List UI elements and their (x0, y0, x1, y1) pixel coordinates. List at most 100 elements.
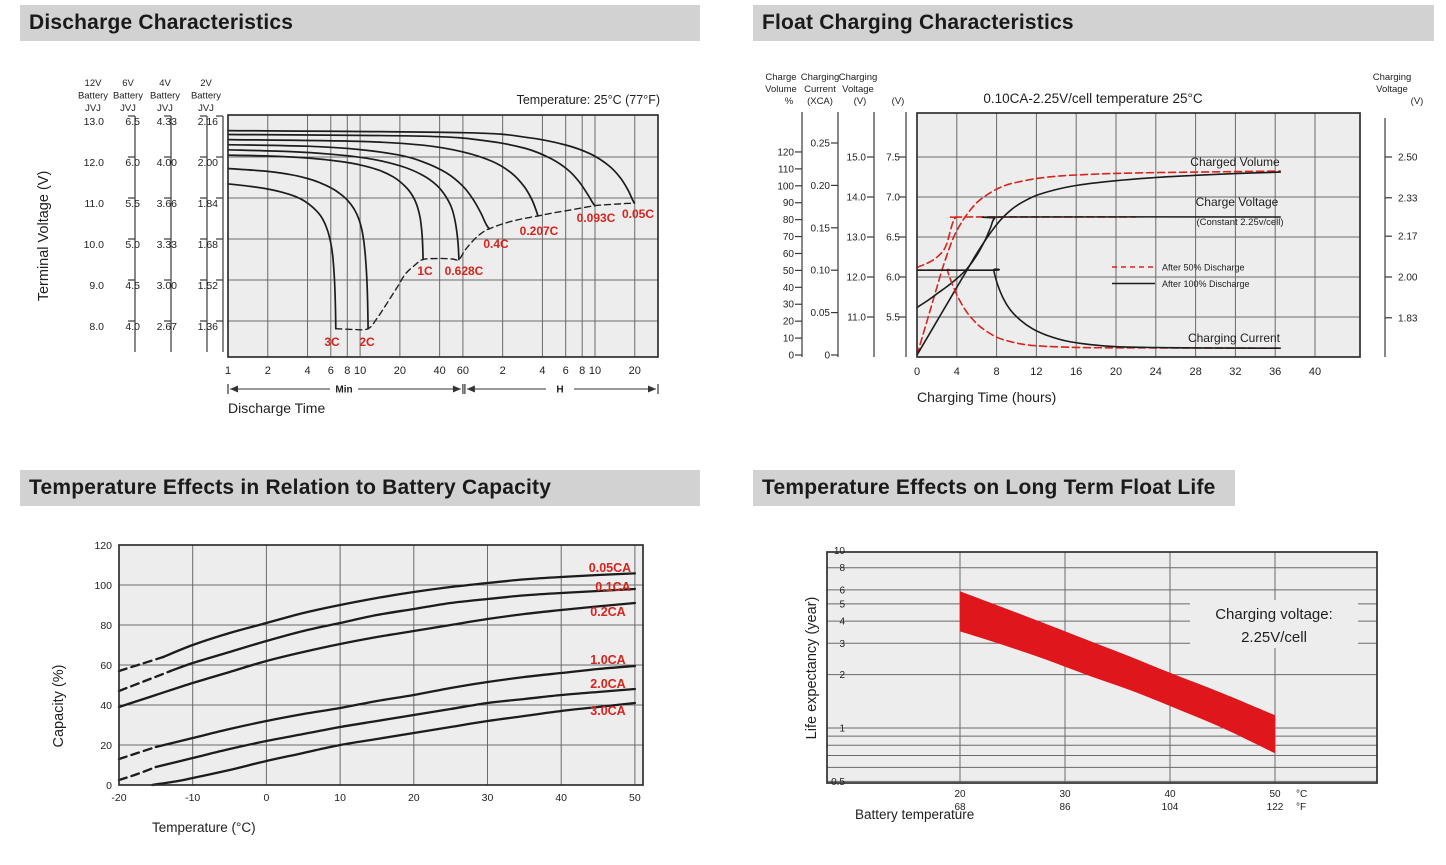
y-tick-label: 20 (100, 740, 112, 752)
scale-tick-label: 1.36 (198, 321, 219, 333)
y-tick-label: 80 (100, 620, 112, 632)
curve-charging-current-50 (916, 268, 1281, 349)
x-tick-label-celsius: 30 (1059, 789, 1071, 800)
scale-tick-label: 1.84 (198, 198, 219, 210)
scale-tick-label: 6.5 (125, 116, 140, 128)
axis-unit: (XCA) (807, 96, 833, 107)
plot-border (227, 114, 659, 358)
scale-tick-label: 3.33 (157, 239, 178, 251)
x-tick-label: 60 (457, 365, 469, 377)
x-tick-label: 20 (629, 365, 641, 377)
arrowhead-icon (452, 385, 461, 393)
x-tick-label: 40 (555, 792, 567, 804)
scale-header: Battery (150, 91, 180, 102)
curve-charge-voltage-50 (916, 216, 1137, 269)
x-tick-label: 40 (1309, 366, 1321, 378)
x-tick-label: -10 (185, 792, 200, 804)
x-tick-label: 0 (914, 366, 920, 378)
x-tick-label: 2 (265, 365, 271, 377)
x-tick-label: 50 (629, 792, 641, 804)
axis-tick-label: 2.50 (1398, 153, 1418, 164)
x-tick-label-fahrenheit: 86 (1059, 802, 1071, 813)
axis-tick-label: 70 (783, 232, 795, 243)
arrowhead-icon (466, 385, 475, 393)
rate-label-0.1CA: 0.1CA (595, 580, 630, 594)
capacity-curve-0.1CA (169, 587, 637, 673)
plot-background (917, 113, 1360, 357)
curve-charging-current-100 (916, 268, 1281, 349)
axis-tick-label: 80 (783, 215, 795, 226)
x-tick-label: 10 (354, 365, 366, 377)
y-tick-label: 8 (839, 563, 845, 574)
discharge-curve-2C (227, 167, 369, 330)
capacity-curve-dashed-0.1CA (117, 669, 172, 693)
axis-unit: (V) (892, 96, 905, 107)
curve-label: (Constant 2.25v/cell) (1196, 217, 1283, 228)
x-tick-label: 12 (1030, 366, 1042, 378)
y-tick-label: 2 (839, 670, 845, 681)
rate-label-0.093C: 0.093C (577, 211, 616, 225)
x-tick-label: 16 (1070, 366, 1082, 378)
x-tick-label-fahrenheit: 104 (1162, 802, 1179, 813)
rate-label-0.207C: 0.207C (520, 224, 559, 238)
x-tick-label: -20 (111, 792, 126, 804)
x-axis-title: Discharge Time (228, 400, 325, 416)
x-tick-label-fahrenheit: 122 (1267, 802, 1284, 813)
x-tick-label-celsius: 50 (1269, 789, 1281, 800)
rate-label-0.628C: 0.628C (445, 264, 484, 278)
axis-tick-label: 11.0 (847, 313, 866, 324)
y-tick-label: 4 (839, 617, 845, 628)
x-tick-label: 4 (954, 366, 960, 378)
capacity-curve-3.0CA (151, 701, 637, 787)
y-tick-label: 5 (839, 599, 845, 610)
panel-title-float-life: Temperature Effects on Long Term Float L… (753, 470, 1235, 506)
scale-header: JVJ (120, 103, 136, 114)
discharge-curve-0.4C (227, 143, 491, 230)
float-life-chart: Charging voltage:2.25V/cell1086543210.52… (804, 546, 1378, 822)
y-axis-title: Terminal Voltage (V) (36, 171, 52, 302)
scale-tick-label: 2.16 (198, 116, 219, 128)
scale-tick-label: 2.00 (198, 157, 219, 169)
scale-header: 2V (200, 78, 212, 89)
x-axis-title: Temperature (°C) (152, 820, 256, 835)
axis-tick-label: 20 (783, 317, 795, 328)
y-tick-label: 6 (839, 585, 845, 596)
axis-tick-label: 2.17 (1398, 232, 1418, 243)
axis-tick-label: 0 (788, 351, 794, 362)
axis-unit: (V) (1411, 96, 1424, 107)
rate-label-0.05CA: 0.05CA (589, 561, 631, 575)
x-tick-label: 40 (434, 365, 446, 377)
y-tick-label: 1 (839, 724, 845, 735)
discharge-curve-0.093C (227, 133, 596, 207)
legend-label: After 100% Discharge (1162, 279, 1250, 289)
charging-voltage-note: Charging voltage: (1215, 606, 1333, 623)
temperature-note: Temperature: 25°C (77°F) (517, 93, 660, 107)
scale-tick-label: 6.0 (125, 157, 140, 169)
capacity-curve-0.05CA (162, 572, 637, 659)
x-tick-label: 6 (563, 365, 569, 377)
x-tick-label-celsius: 40 (1164, 789, 1176, 800)
fahrenheit-unit-label: °F (1296, 802, 1306, 813)
discharge-chart: 12VBatteryJVJ13.012.011.010.09.08.06VBat… (36, 78, 660, 416)
panel-title-float-charging: Float Charging Characteristics (753, 5, 1434, 41)
legend-label: After 50% Discharge (1162, 263, 1245, 273)
scale-header: 12V (85, 78, 103, 89)
x-axis-title: Battery temperature (855, 807, 974, 822)
rate-label-0.4C: 0.4C (483, 237, 509, 251)
capacity-curve-0.2CA (117, 601, 637, 709)
axis-unit: % (785, 96, 794, 107)
scale-header: JVJ (198, 103, 214, 114)
scale-tick-label: 10.0 (84, 239, 105, 251)
scale-tick-label: 4.0 (125, 321, 140, 333)
discharge-curve-1C (227, 154, 424, 261)
rate-label-3C: 3C (324, 335, 340, 349)
y-tick-label: 10 (834, 546, 846, 557)
x-tick-label: 4 (304, 365, 310, 377)
axis-tick-label: 60 (783, 249, 795, 260)
axis-header: Volume (765, 84, 797, 95)
axis-tick-label: 120 (777, 147, 794, 158)
axis-tick-label: 110 (778, 164, 794, 175)
rate-label-1C: 1C (417, 264, 433, 278)
scale-header: 4V (159, 78, 171, 89)
axis-tick-label: 14.0 (847, 193, 867, 204)
